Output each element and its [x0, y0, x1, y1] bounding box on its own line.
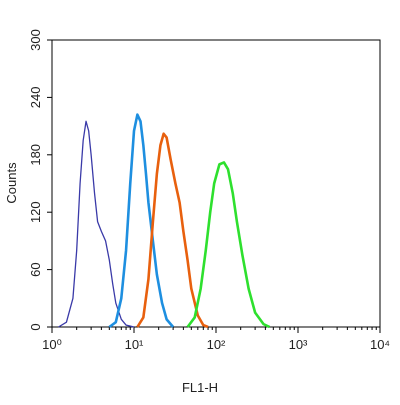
- x-axis-label: FL1-H: [182, 380, 218, 395]
- plot-frame: [51, 39, 381, 328]
- histogram-line: [186, 161, 271, 329]
- y-tick-label: 120: [28, 201, 43, 223]
- x-tick-label: 10²: [207, 337, 226, 352]
- histogram-line: [136, 132, 209, 329]
- x-tick-label: 10⁰: [42, 337, 62, 352]
- x-tick-label: 10³: [289, 337, 308, 352]
- y-tick-label: 300: [28, 29, 43, 51]
- histogram-line: [108, 113, 175, 329]
- y-tick-label: 0: [28, 323, 43, 330]
- y-tick-label: 240: [28, 87, 43, 109]
- y-axis-label: Counts: [4, 162, 19, 204]
- y-tick-label: 180: [28, 144, 43, 166]
- histogram-line: [58, 120, 135, 328]
- y-tick-label: 60: [28, 262, 43, 276]
- x-tick-label: 10¹: [125, 337, 144, 352]
- x-tick-label: 10⁴: [370, 337, 390, 352]
